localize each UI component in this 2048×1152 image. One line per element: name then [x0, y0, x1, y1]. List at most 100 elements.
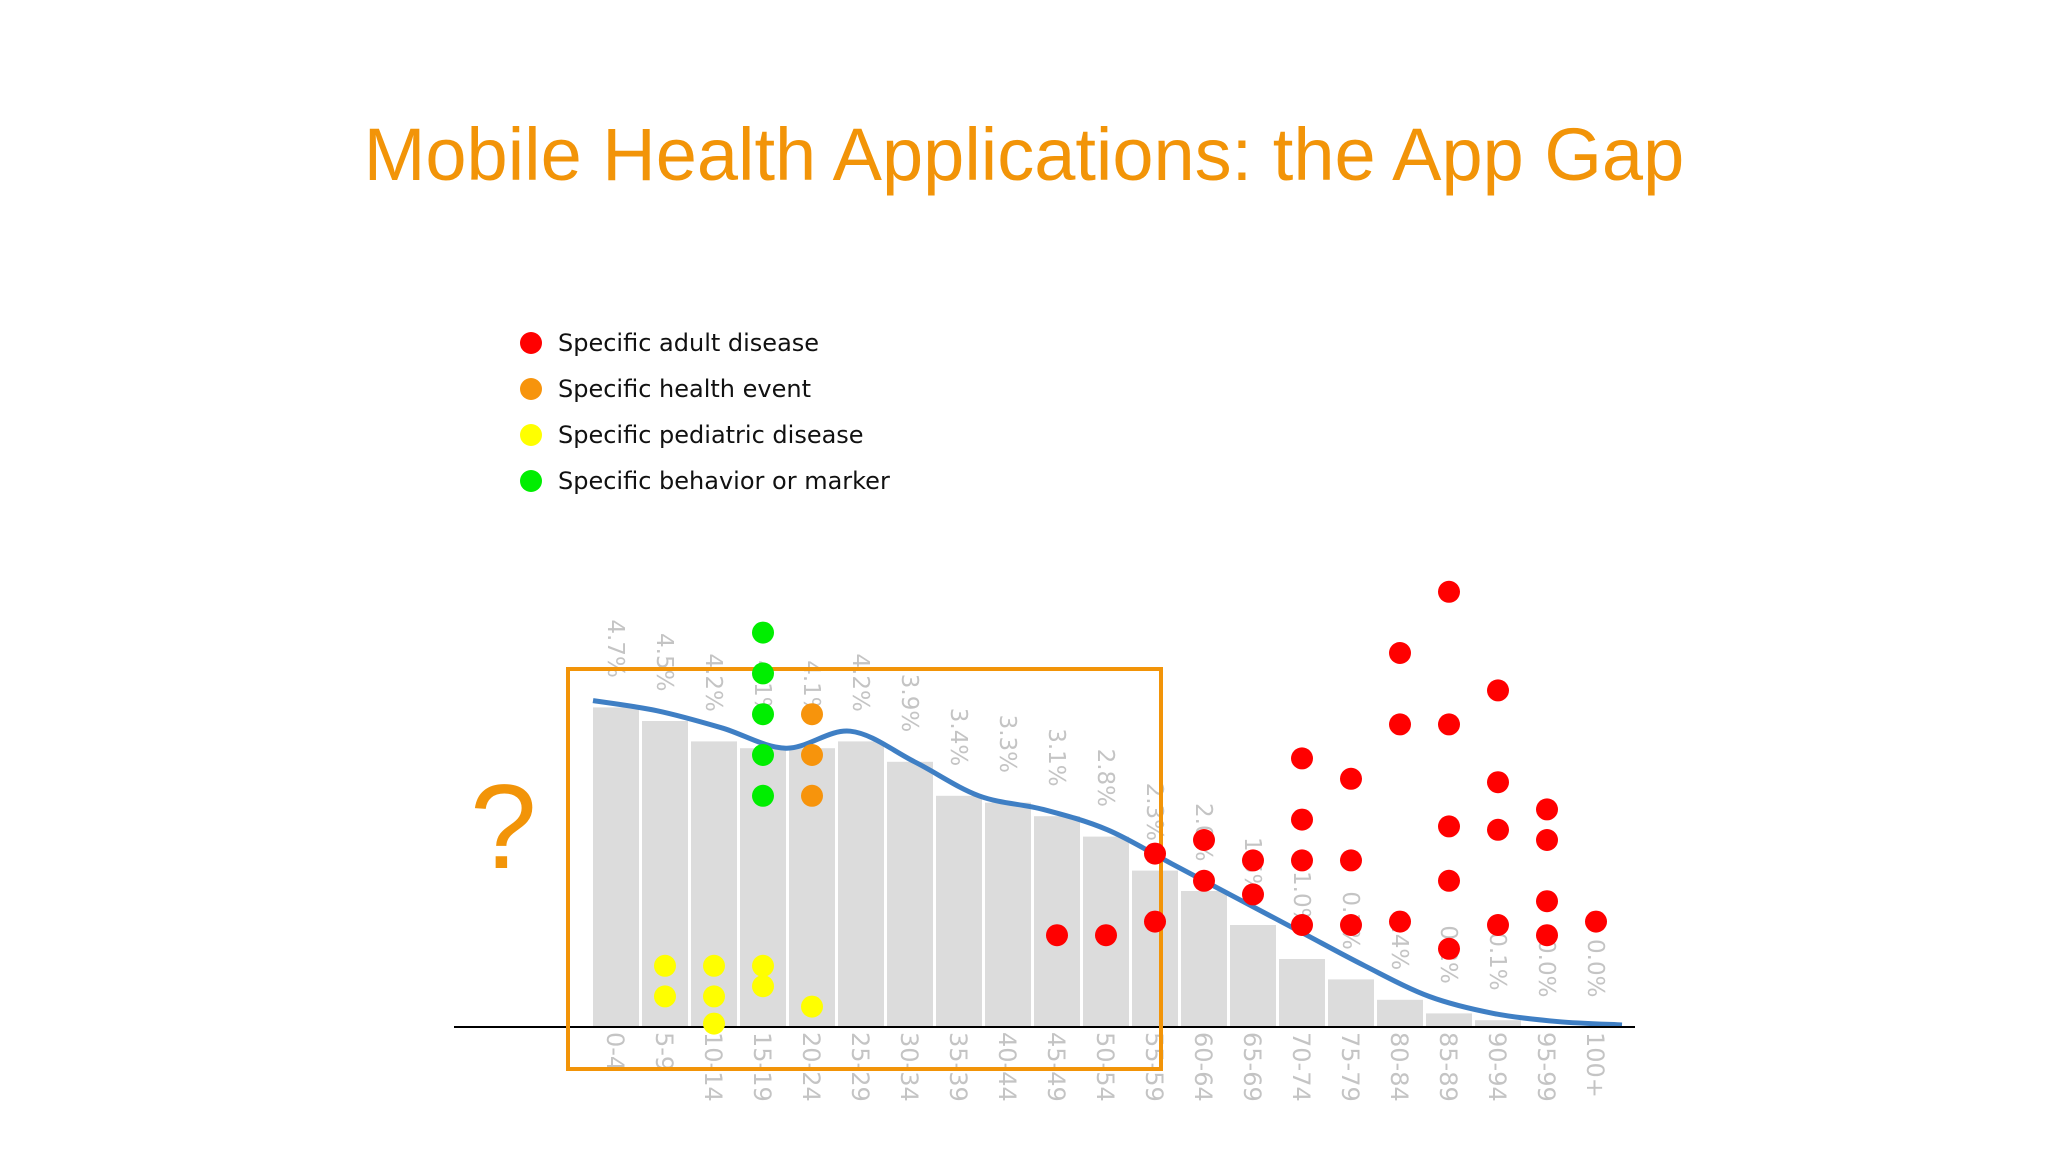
data-point: [801, 744, 823, 766]
bar-40-44: [985, 802, 1031, 1027]
bar-value-label: 2.3%: [1141, 783, 1167, 841]
legend-swatch-icon: [520, 378, 542, 400]
data-point: [1095, 924, 1117, 947]
x-tick-label: 75-79: [1336, 1032, 1364, 1102]
data-point: [801, 784, 823, 807]
bar-value-label: 4.5%: [651, 633, 677, 691]
bar-65-69: [1230, 925, 1276, 1027]
legend-item: Specific adult disease: [520, 320, 890, 366]
data-point: [752, 784, 774, 807]
legend-item: Specific pediatric disease: [520, 412, 890, 458]
data-point: [1340, 914, 1362, 936]
data-point: [1536, 829, 1558, 851]
bar-30-34: [887, 761, 933, 1027]
data-point: [801, 703, 823, 726]
data-point: [1438, 580, 1460, 603]
bar-value-label: 3.4%: [945, 708, 971, 766]
bar-90-94: [1475, 1020, 1521, 1027]
data-point: [1291, 914, 1313, 936]
x-tick-label: 10-14: [699, 1032, 727, 1102]
bar-80-84: [1377, 999, 1423, 1027]
data-point: [1242, 849, 1264, 872]
data-point: [654, 954, 676, 977]
bar-value-label: 3.9%: [896, 674, 922, 732]
legend: Specific adult disease Specific health ev…: [520, 320, 890, 504]
data-point: [752, 975, 774, 998]
data-point: [703, 954, 725, 977]
bar-35-39: [936, 795, 982, 1027]
bar-60-64: [1181, 891, 1227, 1027]
data-point: [703, 985, 725, 1008]
data-point: [1144, 842, 1166, 865]
data-point: [1242, 883, 1264, 906]
legend-swatch-icon: [520, 332, 542, 354]
data-point: [1193, 829, 1215, 851]
bar-85-89: [1426, 1013, 1472, 1027]
x-tick-label: 0-4: [601, 1032, 629, 1071]
bar-55-59: [1132, 870, 1178, 1027]
data-point: [752, 662, 774, 685]
data-point: [1536, 798, 1558, 821]
x-tick-label: 85-89: [1434, 1032, 1462, 1102]
bar-value-label: 2.8%: [1092, 749, 1118, 807]
data-point: [1585, 910, 1607, 933]
data-point: [703, 1012, 725, 1035]
data-point: [1438, 869, 1460, 892]
x-tick-label: 35-39: [944, 1032, 972, 1102]
bar-10-14: [691, 741, 737, 1027]
bar-value-label: 3.3%: [994, 715, 1020, 773]
data-point: [752, 703, 774, 726]
bar-value-label: 4.2%: [700, 653, 726, 711]
x-tick-label: 25-29: [846, 1032, 874, 1102]
data-point: [1536, 924, 1558, 947]
bar-value-label: 0.1%: [1484, 932, 1510, 990]
x-tick-label: 20-24: [797, 1032, 825, 1102]
x-tick-label: 30-34: [895, 1032, 923, 1102]
highlight-box: [566, 667, 1163, 1071]
bar-value-label: 4.2%: [847, 653, 873, 711]
data-point: [1438, 713, 1460, 736]
x-tick-label: 45-49: [1042, 1032, 1070, 1102]
x-tick-label: 15-19: [748, 1032, 776, 1102]
bar-value-label: 0.0%: [1533, 939, 1559, 997]
x-tick-label: 100+: [1581, 1032, 1609, 1098]
question-mark-annotation: ?: [470, 760, 537, 894]
x-tick-label: 70-74: [1287, 1032, 1315, 1102]
bar-70-74: [1279, 959, 1325, 1027]
x-tick-label: 5-9: [650, 1032, 678, 1071]
data-point: [1291, 808, 1313, 831]
bar-value-label: 3.1%: [1043, 728, 1069, 786]
bar-0-4: [593, 707, 639, 1027]
legend-label: Specific pediatric disease: [558, 421, 864, 449]
data-point: [1487, 914, 1509, 936]
legend-label: Specific adult disease: [558, 329, 820, 357]
data-point: [1389, 713, 1411, 736]
data-point: [1144, 910, 1166, 933]
tick-labels-layer: 0-4 5-9 10-14 15-19 20-24 25-29 30-34 35-39 40-4…: [601, 1032, 1609, 1102]
legend-label: Specific behavior or marker: [558, 467, 890, 495]
x-tick-label: 95-99: [1532, 1032, 1560, 1102]
data-point: [1438, 815, 1460, 838]
data-point: [1291, 747, 1313, 770]
data-point: [1193, 869, 1215, 892]
data-point: [1340, 767, 1362, 790]
x-tick-label: 60-64: [1189, 1032, 1217, 1102]
legend-item: Specific health event: [520, 366, 890, 412]
legend-swatch-icon: [520, 470, 542, 492]
bar-45-49: [1034, 816, 1080, 1027]
x-tick-label: 50-54: [1091, 1032, 1119, 1102]
bar-25-29: [838, 741, 884, 1027]
data-point: [1340, 849, 1362, 872]
slide-title: Mobile Health Applications: the App Gap: [363, 113, 1685, 196]
data-point: [801, 995, 823, 1018]
data-point: [654, 985, 676, 1008]
legend-item: Specific behavior or marker: [520, 458, 890, 504]
x-tick-label: 90-94: [1483, 1032, 1511, 1102]
points-layer: [654, 580, 1607, 1035]
x-tick-label: 55-59: [1140, 1032, 1168, 1102]
x-tick-label: 65-69: [1238, 1032, 1266, 1102]
bar-75-79: [1328, 979, 1374, 1027]
x-tick-label: 40-44: [993, 1032, 1021, 1102]
